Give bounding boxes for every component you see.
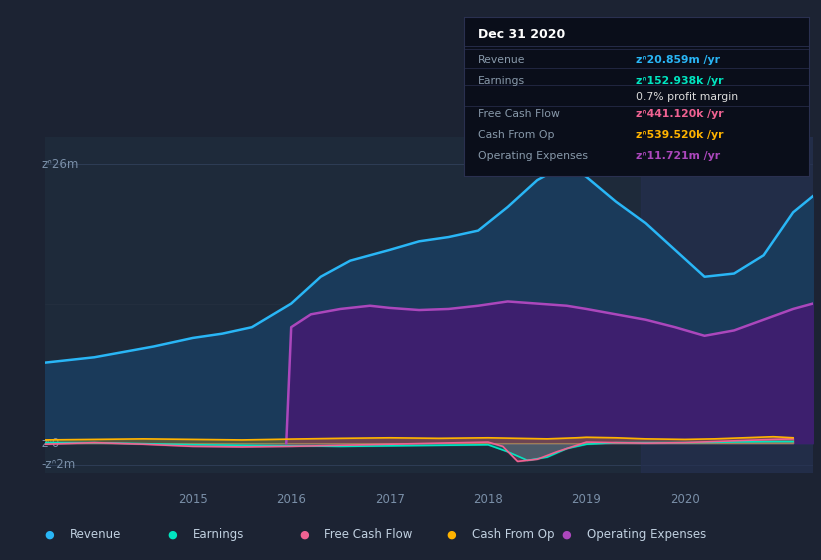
Text: Earnings: Earnings [193, 528, 245, 542]
Text: Cash From Op: Cash From Op [472, 528, 554, 542]
Text: Revenue: Revenue [478, 55, 525, 65]
Text: Operating Expenses: Operating Expenses [478, 151, 588, 161]
Text: 2020: 2020 [670, 493, 699, 506]
Text: Cash From Op: Cash From Op [478, 130, 554, 140]
Text: ●: ● [167, 530, 177, 540]
Text: Revenue: Revenue [70, 528, 122, 542]
Text: -zᐢ2m: -zᐢ2m [41, 458, 76, 471]
Text: ●: ● [562, 530, 571, 540]
Text: zᐢ441.120k /yr: zᐢ441.120k /yr [636, 109, 724, 119]
Text: 0.7% profit margin: 0.7% profit margin [636, 92, 738, 102]
Bar [640, 137, 818, 473]
Text: 2018: 2018 [473, 493, 503, 506]
Text: Earnings: Earnings [478, 76, 525, 86]
Text: ●: ● [447, 530, 456, 540]
Text: zᐢ539.520k /yr: zᐢ539.520k /yr [636, 130, 724, 140]
Text: zᐢ0: zᐢ0 [41, 437, 60, 450]
Text: ●: ● [44, 530, 54, 540]
Text: ●: ● [299, 530, 309, 540]
Text: 2015: 2015 [178, 493, 208, 506]
Text: zᐢ26m: zᐢ26m [41, 157, 79, 171]
Text: zᐢ11.721m /yr: zᐢ11.721m /yr [636, 151, 720, 161]
Text: Free Cash Flow: Free Cash Flow [324, 528, 413, 542]
Text: zᐢ152.938k /yr: zᐢ152.938k /yr [636, 76, 724, 86]
Text: 2016: 2016 [276, 493, 306, 506]
Text: 2017: 2017 [374, 493, 405, 506]
Text: 2019: 2019 [571, 493, 601, 506]
Text: Operating Expenses: Operating Expenses [587, 528, 706, 542]
Text: Free Cash Flow: Free Cash Flow [478, 109, 560, 119]
Text: Dec 31 2020: Dec 31 2020 [478, 28, 565, 41]
Text: zᐢ20.859m /yr: zᐢ20.859m /yr [636, 55, 720, 65]
